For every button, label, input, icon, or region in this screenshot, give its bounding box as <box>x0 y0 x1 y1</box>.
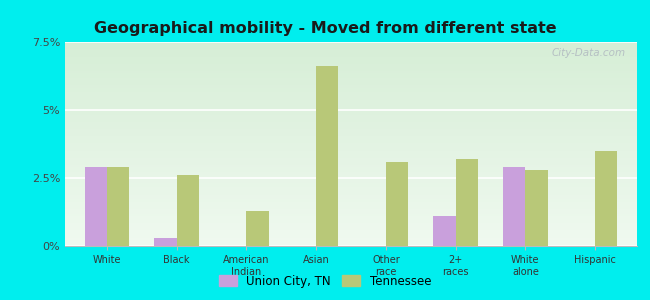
Bar <box>525 170 548 246</box>
Bar <box>107 167 129 246</box>
Bar <box>154 238 177 246</box>
Text: City-Data.com: City-Data.com <box>551 48 625 58</box>
Bar <box>503 167 525 246</box>
Bar <box>456 159 478 246</box>
Bar <box>246 211 268 246</box>
Bar <box>386 162 408 246</box>
Text: Geographical mobility - Moved from different state: Geographical mobility - Moved from diffe… <box>94 21 556 36</box>
Legend: Union City, TN, Tennessee: Union City, TN, Tennessee <box>215 271 435 291</box>
Bar <box>84 167 107 246</box>
Bar <box>177 175 199 246</box>
Bar <box>434 216 456 246</box>
Bar <box>316 67 339 246</box>
Bar <box>595 151 617 246</box>
